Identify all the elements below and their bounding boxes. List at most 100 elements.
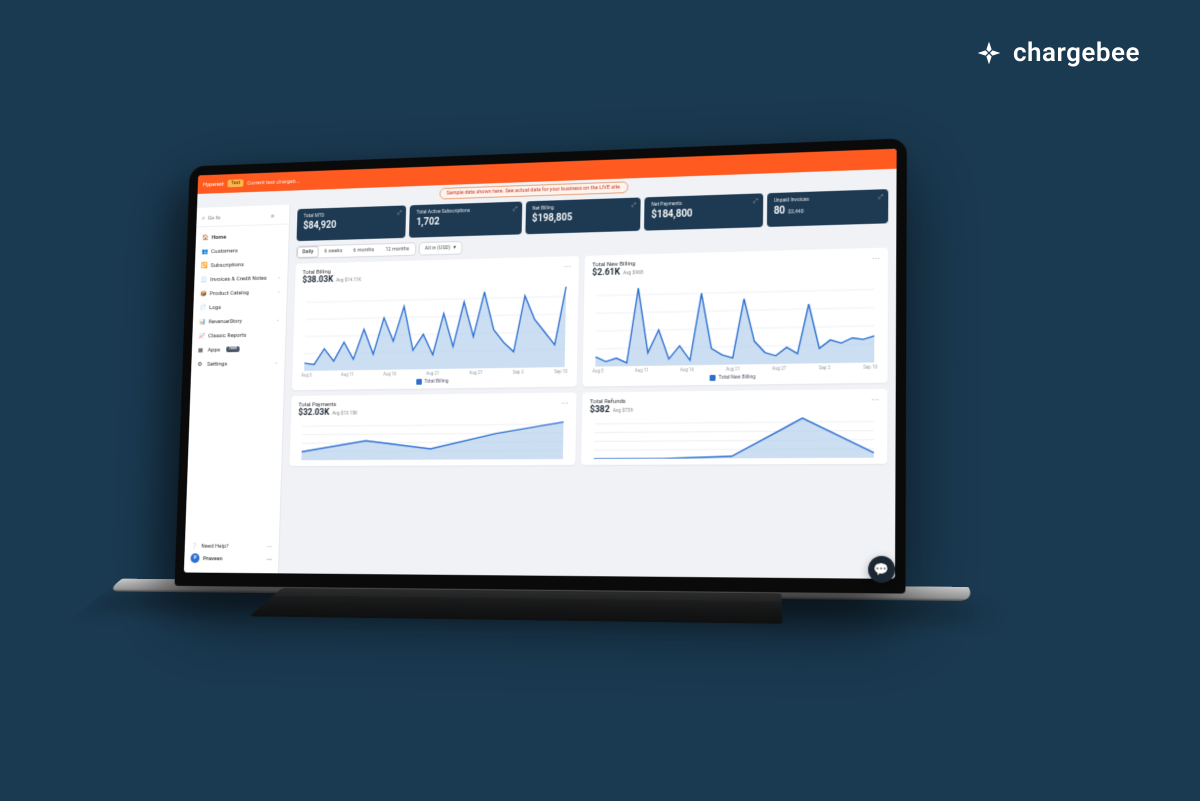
nav-label: Customers bbox=[211, 246, 238, 254]
kpi-card[interactable]: ⤢ Net Billing $198,805 bbox=[525, 197, 641, 234]
help-icon: ❔ bbox=[191, 543, 198, 550]
nav-icon: 🏠 bbox=[202, 234, 208, 241]
nav-label: Apps bbox=[208, 345, 221, 353]
x-tick: Aug 16 bbox=[680, 368, 694, 373]
x-tick: Aug 16 bbox=[383, 372, 396, 377]
card-value: $382 bbox=[590, 405, 610, 415]
x-axis-labels: Aug 5 Aug 11 Aug 16 Aug 21 Aug 27 Sep 3 Sep 10 bbox=[590, 364, 879, 374]
nav-label: Logs bbox=[209, 303, 221, 311]
chevron-icon: ⌄ bbox=[277, 274, 281, 280]
card-total-billing: ⋯ Total Billing $38.03KAvg $14.11K Aug 5… bbox=[292, 256, 579, 391]
nav-icon: 📦 bbox=[200, 290, 206, 297]
search-row: ⌕ ≡ bbox=[196, 209, 289, 227]
kpi-card[interactable]: ⤢ Total MTD $84,920 bbox=[297, 205, 407, 241]
card-avg: Avg $13.15K bbox=[332, 411, 358, 417]
x-tick: Sep 10 bbox=[863, 366, 877, 371]
card-avg: Avg $14.11K bbox=[336, 277, 362, 283]
x-tick: Aug 21 bbox=[726, 367, 740, 372]
kpi-value: 1,702 bbox=[416, 214, 515, 228]
laptop-mockup: Hyperext Test Current test chargeb... Sa… bbox=[170, 132, 1076, 719]
x-tick: Aug 27 bbox=[772, 367, 786, 372]
kpi-card[interactable]: ⤢ Unpaid Invoices 80$2,440 bbox=[767, 189, 889, 227]
screen-bezel: Hyperext Test Current test chargeb... Sa… bbox=[175, 138, 907, 593]
nav-icon: 📈 bbox=[198, 332, 204, 339]
chevron-icon: ⌄ bbox=[274, 359, 278, 365]
card-more-icon[interactable]: ⋯ bbox=[872, 254, 881, 263]
nav-label: RevenueStory bbox=[209, 317, 243, 325]
range-segment[interactable]: 6 months bbox=[348, 244, 380, 256]
card-title: Total New Billing bbox=[592, 254, 880, 269]
nav-icon: 👥 bbox=[201, 248, 207, 255]
x-tick: Aug 5 bbox=[592, 369, 603, 374]
sidebar-item-settings[interactable]: ⚙ Settings ⌄ bbox=[191, 355, 285, 371]
chevron-icon: ⌄ bbox=[276, 317, 280, 323]
x-tick: Sep 10 bbox=[554, 370, 567, 375]
nav-pill: New bbox=[226, 346, 239, 352]
card-avg: Avg $739 bbox=[613, 408, 633, 414]
range-segments: Daily6 weeks6 months12 months bbox=[296, 242, 416, 259]
x-tick: Sep 3 bbox=[819, 366, 830, 371]
chart-total-refunds bbox=[589, 413, 879, 459]
user-more-icon[interactable]: ⋯ bbox=[267, 555, 273, 562]
kpi-value: $84,920 bbox=[303, 218, 400, 231]
sidebar: ⌕ ≡ 🏠 Home 👥 Customers 🔁 Subscriptions 🧾… bbox=[184, 205, 291, 574]
brand-name: chargebee bbox=[1013, 38, 1140, 68]
user-menu[interactable]: P Praveen ⋯ bbox=[190, 553, 272, 563]
kpi-value: 80$2,440 bbox=[774, 202, 882, 216]
kpi-expand-icon[interactable]: ⤢ bbox=[753, 197, 758, 205]
chargebee-icon bbox=[975, 39, 1003, 67]
chart-legend: Total New Billing bbox=[590, 373, 879, 383]
search-input[interactable] bbox=[208, 213, 268, 222]
card-title: Total Refunds bbox=[590, 395, 879, 405]
kpi-card[interactable]: ⤢ Net Payments $184,800 bbox=[644, 193, 763, 230]
card-more-icon[interactable]: ⋯ bbox=[871, 395, 880, 404]
help-more-icon[interactable]: ⋯ bbox=[267, 543, 273, 550]
kpi-expand-icon[interactable]: ⤢ bbox=[878, 193, 883, 201]
card-more-icon[interactable]: ⋯ bbox=[564, 262, 573, 271]
charts-grid: ⋯ Total Billing $38.03KAvg $14.11K Aug 5… bbox=[289, 248, 888, 467]
nav-list: 🏠 Home 👥 Customers 🔁 Subscriptions 🧾 Inv… bbox=[191, 227, 289, 370]
main-area: ⤢ Total MTD $84,920⤢ Total Active Subscr… bbox=[279, 184, 897, 579]
x-tick: Aug 5 bbox=[301, 374, 312, 379]
avatar: P bbox=[190, 553, 199, 563]
range-segment[interactable]: 6 weeks bbox=[319, 245, 348, 257]
nav-icon: 🧾 bbox=[200, 276, 206, 283]
range-segment[interactable]: 12 months bbox=[380, 243, 415, 255]
x-tick: Aug 21 bbox=[426, 372, 439, 377]
topbar-badge: Test bbox=[227, 179, 244, 187]
chart-total-payments bbox=[297, 416, 569, 461]
help-link[interactable]: ❔ Need Help? ⋯ bbox=[191, 543, 273, 550]
nav-icon: 🔁 bbox=[201, 262, 207, 269]
x-tick: Aug 11 bbox=[635, 369, 649, 374]
kpi-label: Unpaid Invoices bbox=[774, 194, 881, 204]
nav-label: Settings bbox=[207, 359, 227, 367]
card-total-refunds: ⋯ Total Refunds $382Avg $739 bbox=[581, 389, 887, 465]
chevron-down-icon: ▾ bbox=[453, 245, 456, 251]
kpi-card[interactable]: ⤢ Total Active Subscriptions 1,702 bbox=[409, 202, 522, 238]
nav-label: Classic Reports bbox=[208, 331, 246, 339]
brand-logo: chargebee bbox=[975, 38, 1140, 68]
chart-legend: Total Billing bbox=[299, 377, 569, 387]
x-tick: Aug 11 bbox=[341, 373, 354, 378]
sidebar-item-apps[interactable]: ▦ Apps New bbox=[192, 341, 286, 357]
chart-total-billing bbox=[300, 279, 571, 371]
nav-icon: 📊 bbox=[199, 318, 205, 325]
x-tick: Aug 27 bbox=[469, 371, 482, 376]
card-more-icon[interactable]: ⋯ bbox=[561, 399, 570, 408]
x-tick: Sep 3 bbox=[513, 371, 524, 376]
nav-label: Home bbox=[212, 233, 227, 241]
range-segment[interactable]: Daily bbox=[297, 246, 319, 258]
card-total-payments: ⋯ Total Payments $32.03KAvg $13.15K bbox=[289, 393, 576, 466]
currency-label: All in (USD) bbox=[425, 245, 451, 251]
nav-icon: ▦ bbox=[198, 346, 204, 353]
help-label: Need Help? bbox=[201, 543, 229, 550]
nav-icon: ⚙ bbox=[197, 360, 203, 367]
chevron-icon: ⌄ bbox=[277, 288, 281, 294]
search-filter-icon[interactable]: ≡ bbox=[270, 212, 274, 220]
card-value: $32.03K bbox=[298, 408, 329, 418]
currency-dropdown[interactable]: All in (USD) ▾ bbox=[418, 241, 462, 256]
nav-label: Product Catalog bbox=[210, 288, 250, 296]
kpi-value: $184,800 bbox=[651, 206, 756, 220]
nav-label: Invoices & Credit Notes bbox=[210, 274, 267, 283]
chart-total-new-billing bbox=[591, 271, 880, 367]
